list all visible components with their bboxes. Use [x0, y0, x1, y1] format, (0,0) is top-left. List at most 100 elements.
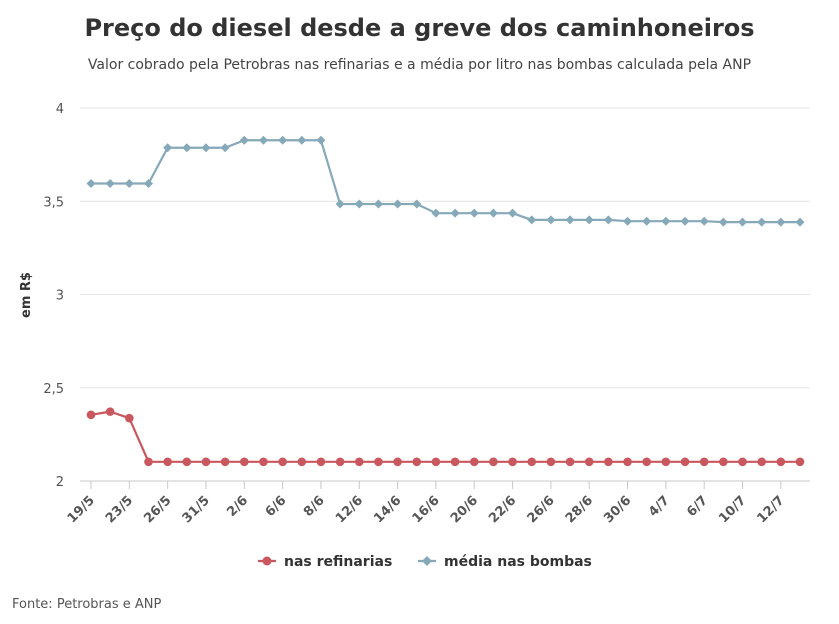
series-line	[91, 139, 800, 224]
y-axis-ticks: 2 2,5 3 3,5 4	[43, 102, 64, 490]
legend-marker	[262, 556, 272, 566]
data-point	[278, 135, 288, 145]
data-point	[125, 413, 134, 423]
data-point	[661, 457, 671, 467]
data-point	[354, 199, 364, 209]
data-point	[469, 208, 479, 218]
x-tick-label: 31/5	[180, 493, 213, 526]
data-point	[316, 135, 326, 145]
x-tick-label: 12/6	[333, 493, 366, 526]
data-point	[642, 457, 652, 467]
data-point	[239, 457, 249, 467]
data-point	[795, 457, 805, 467]
x-tick-label: 19/5	[65, 493, 98, 526]
data-point	[603, 215, 613, 225]
data-point	[527, 457, 537, 467]
data-point	[144, 457, 153, 467]
data-point	[143, 179, 153, 189]
x-tick-label: 4/7	[646, 493, 673, 520]
x-tick-label: 10/7	[716, 493, 749, 526]
data-point	[374, 457, 383, 467]
data-point	[335, 199, 345, 209]
data-point	[431, 208, 441, 218]
data-point	[719, 457, 728, 467]
chart-subtitle: Valor cobrado pela Petrobras nas refinar…	[87, 57, 752, 73]
data-point	[757, 457, 766, 467]
data-point	[220, 457, 230, 467]
x-tick-label: 12/7	[755, 493, 788, 526]
data-point	[86, 410, 96, 420]
data-point	[201, 143, 211, 153]
data-point	[565, 457, 575, 467]
x-tick-label: 23/5	[103, 493, 136, 526]
data-point	[489, 457, 498, 467]
data-series	[86, 135, 805, 467]
source-note: Fonte: Petrobras e ANP	[12, 597, 162, 612]
data-point	[412, 199, 422, 209]
data-point	[393, 199, 403, 209]
data-point	[738, 457, 747, 467]
data-point	[680, 457, 690, 467]
data-point	[373, 199, 383, 209]
x-tick-label: 2/6	[224, 493, 251, 520]
data-point	[680, 216, 690, 226]
y-tick-label: 2	[56, 475, 64, 490]
data-point	[297, 135, 307, 145]
data-point	[239, 135, 249, 145]
data-point	[546, 457, 556, 467]
chart-title: Preço do diesel desde a greve dos caminh…	[84, 14, 755, 42]
legend-marker	[422, 556, 432, 566]
data-point	[699, 216, 709, 226]
data-point	[335, 457, 345, 467]
data-point	[488, 208, 498, 218]
data-point	[163, 457, 172, 467]
y-tick-label: 3,5	[43, 195, 64, 210]
series-line	[90, 410, 800, 463]
data-point	[431, 457, 441, 467]
y-axis-label: em R$	[19, 272, 34, 318]
x-tick-label: 26/6	[525, 493, 558, 526]
data-point	[220, 143, 230, 153]
y-tick-label: 3	[56, 289, 64, 304]
data-point	[450, 457, 460, 467]
data-point	[258, 135, 268, 145]
data-point	[584, 457, 594, 467]
legend-label: nas refinarias	[284, 554, 392, 570]
legend[interactable]: nas refinarias média nas bombas	[258, 554, 592, 570]
data-point	[450, 208, 460, 218]
data-point	[508, 208, 518, 218]
data-point	[623, 216, 633, 226]
data-point	[278, 457, 287, 467]
x-tick-label: 20/6	[448, 493, 481, 526]
data-point	[642, 216, 652, 226]
data-point	[795, 217, 805, 227]
data-point	[527, 215, 537, 225]
x-tick-label: 6/7	[684, 493, 711, 520]
data-point	[354, 457, 364, 467]
x-tick-label: 6/6	[263, 493, 290, 520]
gridlines	[80, 107, 810, 482]
data-point	[623, 457, 632, 467]
data-point	[201, 457, 211, 467]
x-tick-label: 14/6	[371, 493, 404, 526]
data-point	[508, 457, 517, 467]
data-point	[105, 407, 115, 416]
data-point	[412, 457, 422, 467]
data-point	[393, 457, 402, 467]
data-point	[124, 179, 134, 189]
x-tick-label: 22/6	[486, 493, 519, 526]
data-point	[776, 217, 786, 227]
data-point	[738, 217, 748, 227]
data-point	[757, 217, 767, 227]
x-tick-label: 16/6	[410, 493, 443, 526]
data-point	[546, 215, 556, 225]
x-tick-label: 8/6	[301, 493, 328, 520]
x-tick-label: 26/5	[141, 493, 174, 526]
y-tick-label: 4	[56, 102, 64, 117]
data-point	[604, 457, 613, 467]
line-chart: 22,533,54 19/5 23/5 26/5 31/5 2/6 6/6 8/6 12/6 1…	[19, 102, 810, 570]
x-tick-label: 28/6	[563, 493, 596, 526]
data-point	[259, 457, 268, 467]
data-point	[297, 457, 307, 467]
y-tick-label: 2,5	[43, 382, 64, 397]
